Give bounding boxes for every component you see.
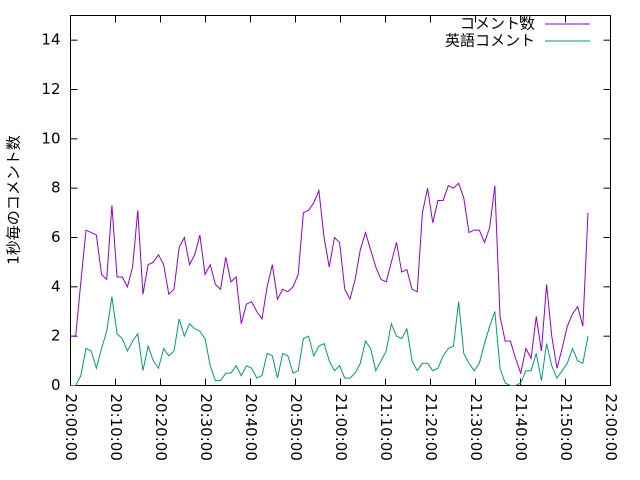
y-tick-label: 4 (51, 277, 61, 295)
x-tick-label: 22:00:00 (602, 394, 620, 461)
x-tick-label: 20:00:00 (62, 394, 80, 461)
series-line (70, 182, 589, 376)
legend-label: コメント数 (460, 15, 535, 33)
x-tick-label: 21:50:00 (557, 394, 575, 461)
y-tick-label: 10 (41, 129, 60, 147)
legend-label: 英語コメント (445, 32, 535, 50)
y-tick-label: 12 (41, 80, 60, 98)
series-line (70, 296, 589, 386)
plot-border (70, 15, 611, 386)
x-tick-label: 20:50:00 (287, 394, 305, 461)
y-tick-label: 2 (51, 327, 61, 345)
x-tick-label: 21:40:00 (512, 394, 530, 461)
x-tick-label: 21:30:00 (467, 394, 485, 461)
y-tick-label: 8 (51, 179, 61, 197)
y-tick-label: 6 (51, 228, 61, 246)
x-tick-label: 21:20:00 (422, 394, 440, 461)
x-tick-label: 20:30:00 (197, 394, 215, 461)
x-tick-label: 20:20:00 (152, 394, 170, 461)
x-tick-label: 20:10:00 (107, 394, 125, 461)
y-tick-label: 14 (41, 31, 60, 49)
x-tick-label: 21:10:00 (377, 394, 395, 461)
x-tick-label: 21:00:00 (332, 394, 350, 461)
y-axis-label: 1秒毎のコメント数 (5, 135, 23, 265)
y-tick-label: 0 (51, 376, 61, 394)
x-tick-label: 20:40:00 (242, 394, 260, 461)
